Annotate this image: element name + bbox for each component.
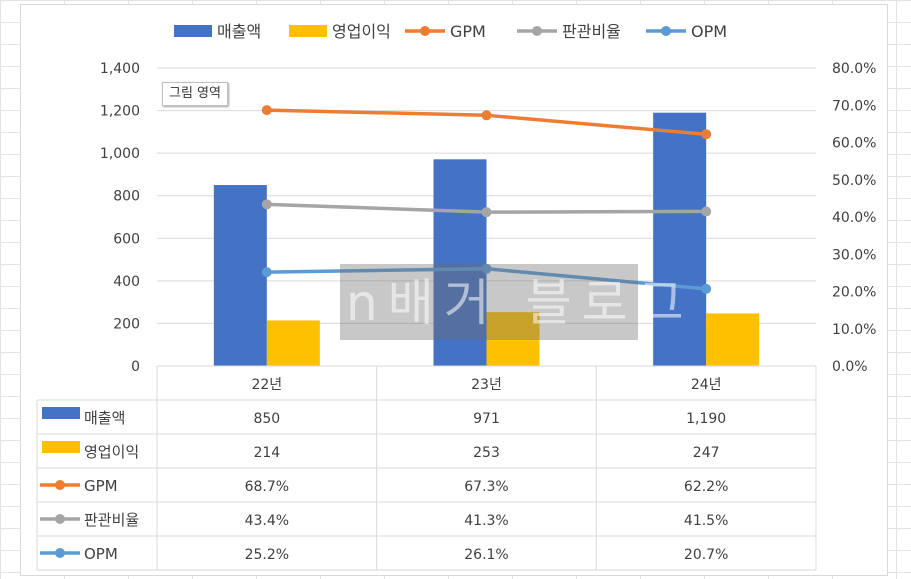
point-판관비율-23년 <box>481 207 492 218</box>
table-cell: 850 <box>253 411 280 427</box>
y-right-tick-label: 30.0% <box>832 247 876 263</box>
y-right-tick-label: 60.0% <box>832 136 876 152</box>
table-cell: 62.2% <box>684 479 728 495</box>
table-header-23년: 23년 <box>471 377 502 393</box>
y-left-tick-label: 1,200 <box>100 104 140 120</box>
point-OPM-23년 <box>481 263 492 274</box>
point-GPM-23년 <box>481 110 492 121</box>
table-legend-swatch-매출액 <box>42 407 80 419</box>
table-legend-marker-OPM <box>55 548 65 558</box>
y-right-tick-label: 40.0% <box>832 210 876 226</box>
bar-영업이익-23년 <box>486 312 540 366</box>
y-left-tick-label: 0 <box>131 359 140 375</box>
table-series-label: OPM <box>84 545 118 563</box>
point-판관비율-24년 <box>701 206 712 217</box>
point-OPM-24년 <box>701 283 712 294</box>
bar-매출액-22년 <box>213 185 267 366</box>
table-cell: 41.3% <box>464 513 508 529</box>
y-left-tick-label: 400 <box>113 274 140 290</box>
legend-marker-판관비율 <box>532 26 542 36</box>
plot-area-tooltip: 그림 영역 <box>162 82 228 106</box>
legend-label-GPM: GPM <box>450 22 486 41</box>
legend-swatch-영업이익 <box>289 25 327 37</box>
legend-label-판관비율: 판관비율 <box>562 22 621 41</box>
table-legend-marker-GPM <box>55 480 65 490</box>
watermark-box <box>340 264 638 340</box>
table-series-label: 영업이익 <box>84 443 139 461</box>
table-cell: 43.4% <box>245 513 289 529</box>
y-left-tick-label: 1,400 <box>100 61 140 77</box>
y-left-tick-label: 200 <box>113 316 140 332</box>
table-cell: 25.2% <box>245 547 289 563</box>
y-right-tick-label: 10.0% <box>832 322 876 338</box>
y-left-tick-label: 1,000 <box>100 146 140 162</box>
point-OPM-22년 <box>261 267 272 278</box>
legend-marker-GPM <box>420 26 430 36</box>
bar-매출액-24년 <box>653 112 707 366</box>
y-right-tick-label: 50.0% <box>832 173 876 189</box>
table-cell: 971 <box>473 411 500 427</box>
table-cell: 26.1% <box>464 547 508 563</box>
legend-label-매출액: 매출액 <box>217 22 261 41</box>
table-header-24년: 24년 <box>691 377 722 393</box>
y-right-tick-label: 20.0% <box>832 285 876 301</box>
bar-영업이익-22년 <box>266 320 320 366</box>
table-cell: 41.5% <box>684 513 728 529</box>
bar-영업이익-24년 <box>706 313 760 366</box>
bar-매출액-23년 <box>433 159 487 366</box>
table-series-label: 판관비율 <box>84 511 139 529</box>
legend-label-영업이익: 영업이익 <box>332 22 391 41</box>
y-right-tick-label: 70.0% <box>832 98 876 114</box>
table-cell: 68.7% <box>245 479 289 495</box>
table-series-label: GPM <box>84 477 118 495</box>
table-legend-swatch-영업이익 <box>42 441 80 453</box>
table-cell: 253 <box>473 445 500 461</box>
table-header-22년: 22년 <box>251 377 282 393</box>
table-legend-marker-판관비율 <box>55 514 65 524</box>
table-cell: 20.7% <box>684 547 728 563</box>
y-left-tick-label: 800 <box>113 189 140 205</box>
point-GPM-22년 <box>261 105 272 116</box>
legend-swatch-매출액 <box>174 25 212 37</box>
y-right-tick-label: 0.0% <box>832 359 868 375</box>
y-right-tick-label: 80.0% <box>832 61 876 77</box>
table-series-label: 매출액 <box>84 409 125 427</box>
table-cell: 214 <box>253 445 280 461</box>
table-cell: 67.3% <box>464 479 508 495</box>
legend-label-OPM: OPM <box>691 22 727 41</box>
y-left-tick-label: 600 <box>113 231 140 247</box>
legend-marker-OPM <box>661 26 671 36</box>
point-판관비율-22년 <box>261 199 272 210</box>
point-GPM-24년 <box>701 129 712 140</box>
table-cell: 247 <box>693 445 720 461</box>
table-cell: 1,190 <box>686 411 726 427</box>
watermark-text: n배거 블로그 <box>346 274 694 332</box>
